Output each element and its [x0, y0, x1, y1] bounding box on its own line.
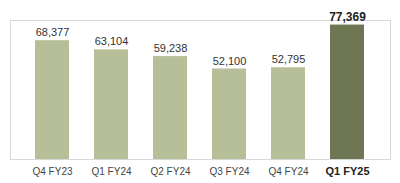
- svg-text:Q2 FY24: Q2 FY24: [150, 166, 190, 177]
- svg-text:77,369: 77,369: [329, 10, 366, 24]
- svg-text:52,100: 52,100: [213, 54, 247, 66]
- svg-text:52,795: 52,795: [272, 53, 306, 65]
- svg-text:59,238: 59,238: [154, 42, 188, 54]
- svg-text:68,377: 68,377: [36, 26, 70, 38]
- svg-text:Q4 FY23: Q4 FY23: [32, 166, 72, 177]
- svg-text:63,104: 63,104: [95, 35, 129, 47]
- svg-text:Q4 FY24: Q4 FY24: [268, 166, 308, 177]
- svg-text:Q1 FY25: Q1 FY25: [325, 165, 369, 177]
- svg-text:Q1 FY24: Q1 FY24: [91, 166, 131, 177]
- svg-text:Q3 FY24: Q3 FY24: [209, 166, 249, 177]
